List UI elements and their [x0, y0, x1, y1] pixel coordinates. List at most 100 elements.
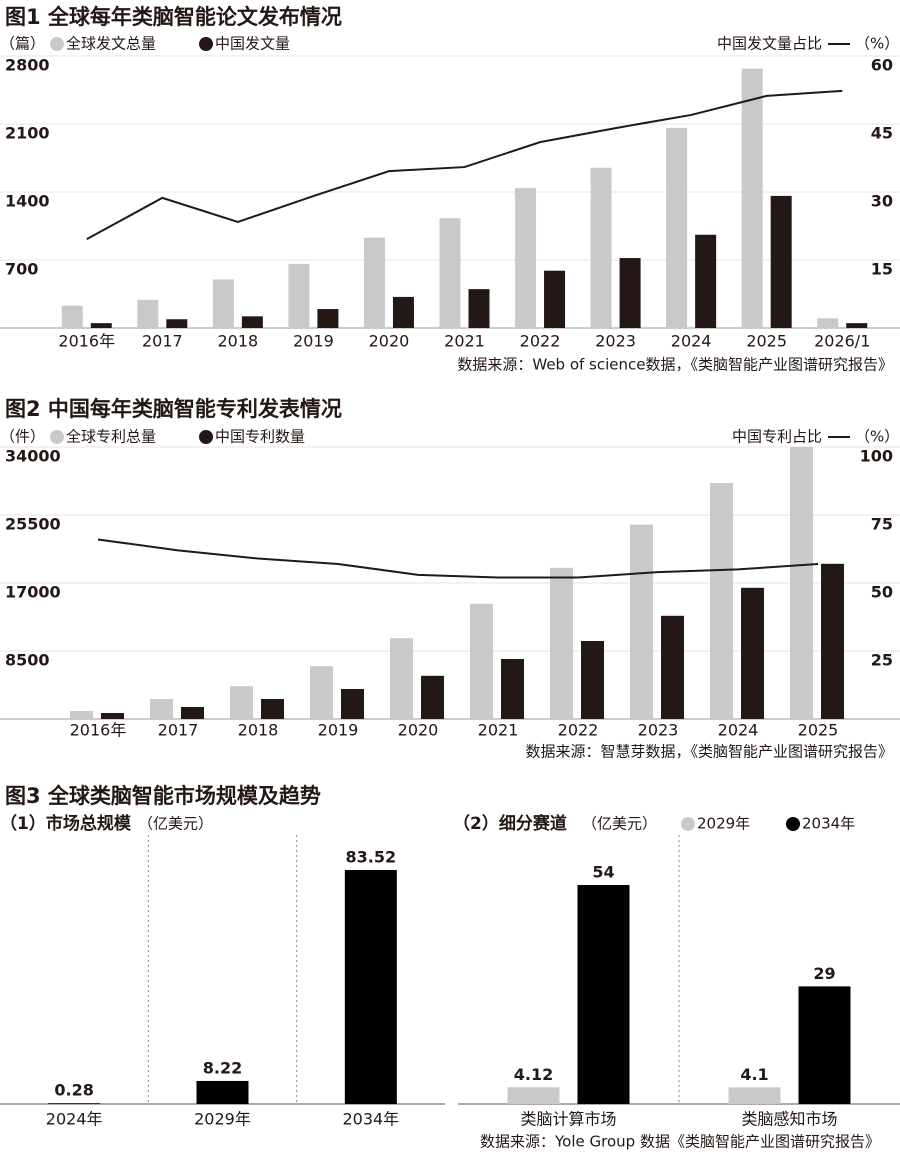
bar — [468, 289, 490, 328]
x-tick-label: 2024年 — [46, 1110, 103, 1129]
bar — [390, 638, 413, 719]
y2-tick-label: 100 — [860, 447, 893, 466]
bar — [515, 188, 537, 328]
bar — [619, 258, 641, 328]
bar — [581, 641, 604, 719]
legend-label: 2034年 — [802, 815, 855, 833]
data-label: 0.28 — [54, 1081, 93, 1100]
bar — [798, 986, 851, 1104]
x-tick-label: 2029年 — [194, 1110, 251, 1129]
bar — [728, 1087, 781, 1104]
data-label: 4.12 — [514, 1065, 553, 1084]
bar — [70, 711, 93, 719]
bar — [241, 316, 263, 328]
bar — [817, 318, 839, 328]
bar — [577, 885, 630, 1104]
y-tick-label: 34000 — [5, 447, 61, 466]
bar — [695, 234, 717, 328]
y-tick-label: 17000 — [5, 583, 61, 602]
x-tick-label: 2016年 — [70, 721, 127, 740]
bar — [741, 68, 763, 328]
x-tick-label: 类脑计算市场 — [520, 1110, 616, 1129]
x-tick-label: 2026/1 — [814, 332, 870, 351]
subtitle: （2）细分赛道 — [453, 813, 567, 834]
bar — [101, 713, 124, 719]
bar — [310, 666, 333, 719]
bar — [421, 675, 444, 719]
bar — [196, 1080, 249, 1104]
bar — [661, 615, 684, 719]
x-tick-label: 2017 — [142, 332, 183, 351]
bar — [710, 483, 733, 719]
bar — [90, 323, 112, 328]
y2-unit: （%） — [855, 35, 899, 53]
bar — [317, 309, 339, 328]
y-unit: （亿美元） — [582, 815, 657, 833]
bar — [48, 1103, 101, 1104]
data-label: 4.1 — [740, 1065, 768, 1084]
legend-swatch — [199, 430, 213, 444]
y2-tick-label: 50 — [871, 583, 893, 602]
legend-swatch — [786, 817, 800, 831]
bar — [363, 237, 385, 328]
legend-swatch — [50, 430, 64, 444]
bar — [630, 524, 653, 719]
source: 数据来源：Yole Group 数据《类脑智能产业图谱研究报告》 — [480, 1133, 880, 1151]
legend-swatch — [199, 37, 213, 51]
bar — [741, 587, 764, 719]
data-label: 29 — [813, 964, 835, 983]
x-tick-label: 2024 — [718, 721, 759, 740]
bar — [212, 279, 234, 328]
x-tick-label: 类脑感知市场 — [741, 1110, 837, 1129]
legend-label: 2029年 — [697, 815, 750, 833]
x-tick-label: 2025 — [746, 332, 787, 351]
x-tick-label: 2020 — [398, 721, 439, 740]
y-tick-label: 2100 — [5, 124, 50, 143]
x-tick-label: 2023 — [595, 332, 636, 351]
x-tick-label: 2024 — [671, 332, 712, 351]
data-label: 8.22 — [203, 1058, 242, 1077]
y2-tick-label: 15 — [871, 260, 893, 279]
x-tick-label: 2034年 — [342, 1110, 399, 1129]
y2-tick-label: 45 — [871, 124, 893, 143]
chart-title: 图1 全球每年类脑智能论文发布情况 — [5, 5, 342, 29]
x-tick-label: 2021 — [444, 332, 485, 351]
y-unit: （篇） — [0, 35, 45, 53]
bar — [61, 305, 83, 328]
bar — [507, 1087, 560, 1104]
bar — [666, 127, 688, 328]
bar — [230, 686, 253, 719]
y2-tick-label: 60 — [871, 56, 893, 75]
legend-label: 中国发文量占比 — [717, 35, 822, 53]
bar — [288, 263, 310, 328]
x-tick-label: 2019 — [318, 721, 359, 740]
x-tick-label: 2022 — [520, 332, 561, 351]
x-tick-label: 2023 — [638, 721, 679, 740]
bar — [550, 567, 573, 719]
bar — [392, 296, 414, 328]
y-unit: （亿美元） — [138, 815, 213, 833]
bar — [166, 319, 188, 328]
bar — [544, 270, 566, 328]
legend-label: 中国专利数量 — [215, 428, 305, 446]
bar — [261, 699, 284, 719]
subtitle: （1）市场总规模 — [0, 813, 132, 834]
bar — [344, 870, 397, 1104]
legend-label: 中国专利占比 — [732, 428, 822, 446]
bar — [846, 323, 868, 328]
y-tick-label: 700 — [5, 260, 38, 279]
x-tick-label: 2016年 — [58, 332, 115, 351]
bar — [770, 195, 792, 328]
source: 数据来源：智慧芽数据，《类脑智能产业图谱研究报告》 — [525, 743, 893, 761]
y-unit: （件） — [0, 428, 45, 446]
data-label: 83.52 — [346, 848, 397, 867]
bar — [501, 659, 524, 719]
legend-swatch — [681, 817, 695, 831]
y-tick-label: 25500 — [5, 515, 61, 534]
x-tick-label: 2017 — [158, 721, 199, 740]
x-tick-label: 2018 — [238, 721, 279, 740]
legend-swatch — [50, 37, 64, 51]
x-tick-label: 2018 — [218, 332, 259, 351]
y2-tick-label: 30 — [871, 192, 893, 211]
